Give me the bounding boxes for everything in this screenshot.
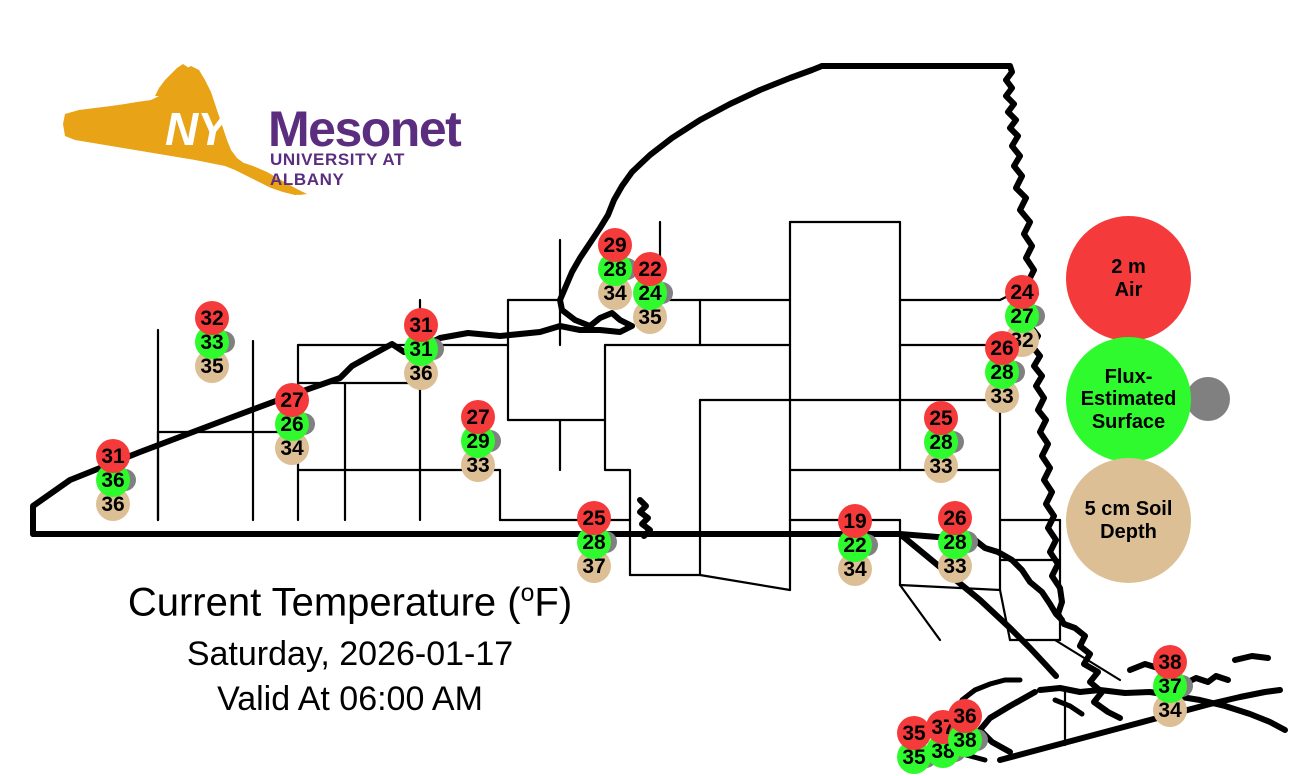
legend-air-line2: Air xyxy=(1114,278,1143,301)
station-air-temp: 22 xyxy=(633,252,667,286)
station-air-temp: 27 xyxy=(275,383,309,417)
legend-surface-line3: Surface xyxy=(1091,410,1166,433)
nys-mesonet-logo: NYS Mesonet UNIVERSITY AT ALBANY xyxy=(55,62,462,197)
station-air-temp: 31 xyxy=(96,439,130,473)
title-date: Saturday, 2026-01-17 xyxy=(186,635,514,674)
legend-surface-line1: Flux- xyxy=(1104,365,1153,388)
station-air-temp: 32 xyxy=(195,301,229,335)
logo-nys-text: NYS xyxy=(165,103,258,155)
station-air-temp: 35 xyxy=(897,716,931,750)
page-title: Current Temperature (oF) xyxy=(0,580,700,625)
station-air-temp: 26 xyxy=(985,331,1019,365)
station-air-temp: 36 xyxy=(948,699,982,733)
station-air-temp: 19 xyxy=(838,504,872,538)
legend-gray-circle xyxy=(1186,377,1230,421)
legend-soil-line1: 5 cm Soil xyxy=(1084,498,1173,521)
legend-surface-line2: Estimated xyxy=(1080,388,1177,411)
new-york-state-silhouette-icon xyxy=(63,64,307,195)
degree-symbol: o xyxy=(520,580,535,607)
station-air-temp: 24 xyxy=(1005,275,1039,309)
station-air-temp: 29 xyxy=(598,228,632,262)
title-prefix: Current Temperature ( xyxy=(127,580,521,625)
station-air-temp: 38 xyxy=(1153,645,1187,679)
legend-air-line1: 2 m xyxy=(1111,256,1146,279)
station-air-temp: 25 xyxy=(924,401,958,435)
legend-air-circle: 2 m Air xyxy=(1066,216,1191,341)
legend-soil-line2: Depth xyxy=(1100,520,1157,543)
station-air-temp: 31 xyxy=(404,308,438,342)
legend-soil-circle: 5 cm Soil Depth xyxy=(1066,458,1191,583)
legend-surface-circle: Flux- Estimated Surface xyxy=(1066,337,1191,462)
title-block: Current Temperature (oF) Saturday, 2026-… xyxy=(0,580,700,719)
title-valid-time: Valid At 06:00 AM xyxy=(217,680,483,719)
title-suffix: F) xyxy=(534,580,573,625)
station-air-temp: 25 xyxy=(577,501,611,535)
logo-university-text: UNIVERSITY AT ALBANY xyxy=(270,150,406,189)
station-air-temp: 26 xyxy=(938,501,972,535)
station-air-temp: 27 xyxy=(461,400,495,434)
logo-mesonet-text: Mesonet xyxy=(268,101,462,157)
